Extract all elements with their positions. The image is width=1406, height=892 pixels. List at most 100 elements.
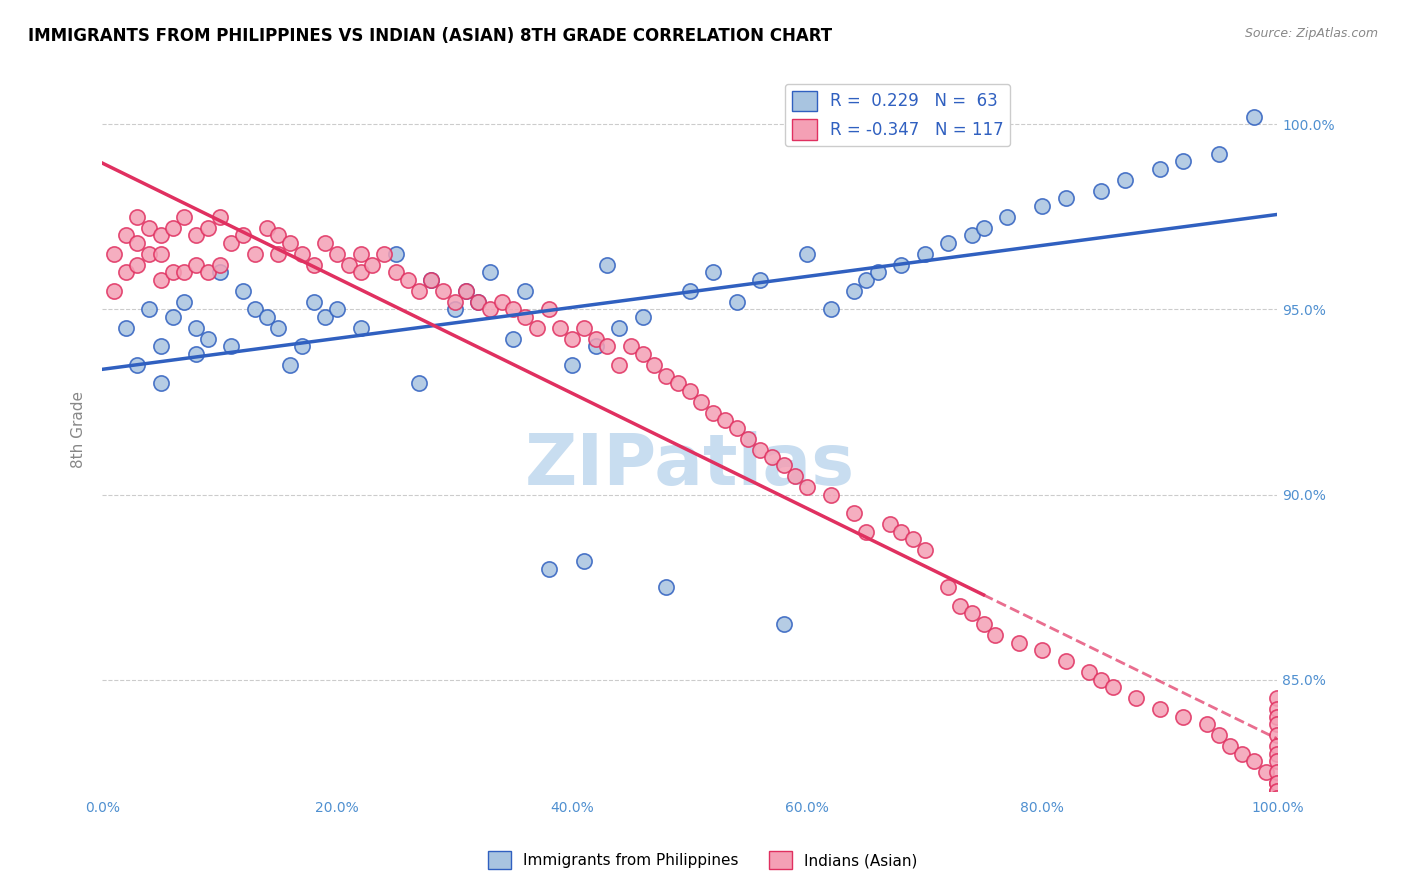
Point [162,265,184,279]
Point [1031,643,1053,657]
Point [1125,691,1147,706]
Point [1054,654,1077,668]
Point [350,321,373,335]
Point [114,265,136,279]
Point [1090,673,1112,687]
Point [162,220,184,235]
Point [725,294,748,309]
Point [443,302,465,317]
Point [443,294,465,309]
Point [596,258,619,272]
Point [232,284,254,298]
Point [432,284,454,298]
Point [607,321,630,335]
Point [1149,161,1171,176]
Point [149,339,172,353]
Point [1243,754,1265,768]
Point [326,246,349,260]
Point [572,554,595,568]
Point [901,532,924,546]
Point [914,543,936,558]
Text: ZIPatlas: ZIPatlas [524,432,855,500]
Point [1230,747,1253,761]
Point [291,339,314,353]
Point [1078,665,1101,680]
Point [221,235,243,250]
Point [820,302,842,317]
Point [1265,776,1288,790]
Point [1265,754,1288,768]
Point [1265,702,1288,716]
Point [772,617,794,632]
Point [478,265,501,279]
Point [936,235,959,250]
Point [973,220,995,235]
Point [267,246,290,260]
Point [1173,710,1195,724]
Point [1265,739,1288,754]
Text: IMMIGRANTS FROM PHILIPPINES VS INDIAN (ASIAN) 8TH GRADE CORRELATION CHART: IMMIGRANTS FROM PHILIPPINES VS INDIAN (A… [28,27,832,45]
Point [914,246,936,260]
Point [866,265,889,279]
Point [456,284,478,298]
Point [561,332,583,346]
Point [350,265,373,279]
Point [1173,154,1195,169]
Point [127,358,149,372]
Point [278,235,301,250]
Point [186,347,208,361]
Point [221,339,243,353]
Point [243,246,266,260]
Point [537,561,560,575]
Point [890,258,912,272]
Point [1219,739,1241,754]
Point [256,310,278,324]
Point [314,310,336,324]
Point [537,302,560,317]
Point [1265,802,1288,816]
Point [1254,765,1277,780]
Point [960,606,983,620]
Point [526,321,548,335]
Point [467,294,489,309]
Point [149,228,172,243]
Point [585,339,607,353]
Point [1265,728,1288,742]
Point [385,265,408,279]
Point [314,235,336,250]
Point [408,376,430,391]
Point [408,284,430,298]
Point [256,220,278,235]
Point [643,358,665,372]
Point [596,339,619,353]
Point [173,265,195,279]
Point [1265,747,1288,761]
Point [385,246,408,260]
Point [478,302,501,317]
Point [232,228,254,243]
Point [337,258,360,272]
Point [186,321,208,335]
Point [278,358,301,372]
Point [585,332,607,346]
Point [138,220,160,235]
Point [197,265,219,279]
Point [456,284,478,298]
Point [679,284,702,298]
Point [1208,728,1230,742]
Point [1208,146,1230,161]
Y-axis label: 8th Grade: 8th Grade [72,392,86,468]
Point [243,302,266,317]
Point [1265,717,1288,731]
Point [138,246,160,260]
Point [702,406,724,420]
Point [572,321,595,335]
Point [1265,691,1288,706]
Point [127,210,149,224]
Point [420,273,443,287]
Point [761,450,783,465]
Point [502,332,524,346]
Legend: Immigrants from Philippines, Indians (Asian): Immigrants from Philippines, Indians (As… [482,845,924,875]
Point [149,273,172,287]
Point [1265,814,1288,828]
